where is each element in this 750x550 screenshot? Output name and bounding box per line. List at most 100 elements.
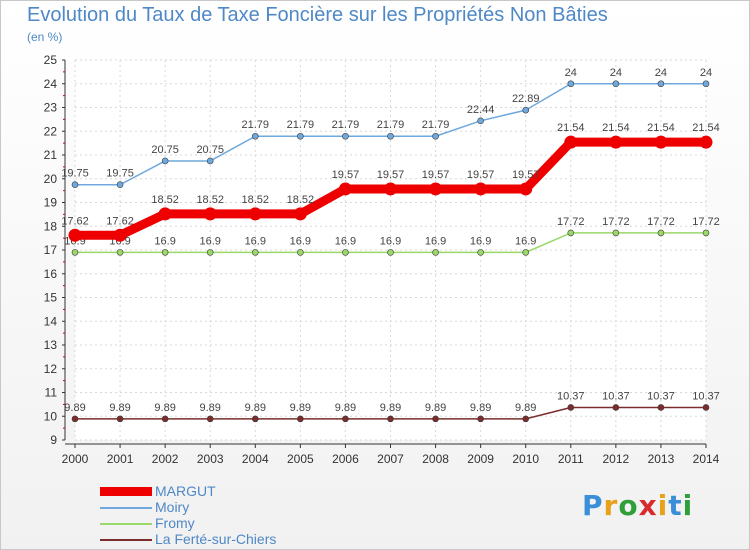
data-label-margut: 19.57 (332, 169, 360, 181)
data-point-fromy (206, 249, 214, 256)
data-point-la-ferte-sur-chiers (116, 415, 124, 423)
x-tick-label: 2009 (467, 452, 494, 466)
legend-swatch-moiry (100, 507, 152, 509)
data-point-fromy (71, 249, 79, 256)
x-tick-label: 2001 (107, 452, 134, 466)
data-label-fromy: 16.9 (290, 235, 311, 247)
series-moiry: 19.75 19.75 20.75 20.75 21.79 21.79 21.79 21.79… (61, 67, 712, 188)
y-tick-label: 9 (50, 433, 57, 447)
y-tick-label: 12 (44, 362, 58, 376)
y-tick-label: 23 (44, 101, 58, 115)
data-point-moiry (387, 132, 394, 140)
x-tick-label: 2006 (332, 452, 359, 466)
line-chart: 9 10 11 12 13 14 15 16 17 18 19 20 21 22 23 24 25 2000 200… (44, 53, 720, 466)
data-label-la-ferte-sur-chiers: 9.89 (470, 402, 491, 414)
data-point-margut (564, 135, 578, 149)
data-label-la-ferte-sur-chiers: 9.89 (200, 402, 221, 414)
unit-label: (en %) (27, 30, 63, 44)
data-point-fromy (567, 229, 575, 237)
logo-letter: o (618, 489, 639, 522)
x-tick-label: 2013 (648, 452, 675, 466)
y-tick-label: 15 (44, 291, 58, 305)
y-tick-label: 10 (44, 409, 58, 423)
data-label-moiry: 24 (565, 67, 577, 79)
data-point-fromy (387, 249, 394, 256)
x-tick-label: 2007 (377, 452, 404, 466)
data-label-margut: 19.57 (422, 169, 450, 181)
data-label-moiry: 24 (610, 67, 622, 79)
data-label-margut: 17.62 (106, 215, 134, 227)
x-tick-label: 2000 (62, 452, 89, 466)
data-point-moiry (161, 157, 169, 165)
data-label-moiry: 19.75 (106, 168, 134, 180)
data-point-margut (429, 182, 443, 196)
x-tick-label: 2008 (422, 452, 449, 466)
x-tick-label: 2002 (152, 452, 179, 466)
legend-swatch-margut (100, 487, 152, 496)
y-tick-label: 18 (44, 219, 58, 233)
data-point-la-ferte-sur-chiers (567, 404, 575, 411)
data-label-margut: 21.54 (692, 122, 720, 134)
data-label-moiry: 21.79 (377, 119, 405, 131)
data-point-la-ferte-sur-chiers (477, 415, 484, 423)
data-point-margut (113, 228, 127, 242)
legend-swatch-fromy (100, 523, 152, 525)
series-margut: 17.62 17.62 18.52 18.52 18.52 18.52 19.57 19.57… (61, 122, 720, 242)
x-tick-label: 2005 (287, 452, 314, 466)
data-label-moiry: 22.89 (512, 93, 540, 105)
data-label-la-ferte-sur-chiers: 10.37 (602, 390, 630, 402)
data-point-moiry (116, 181, 124, 188)
data-label-fromy: 16.9 (470, 235, 491, 247)
y-tick-label: 11 (45, 386, 58, 400)
y-tick-label: 16 (44, 267, 58, 281)
data-label-moiry: 19.75 (61, 168, 89, 180)
data-point-la-ferte-sur-chiers (522, 415, 530, 423)
data-label-fromy: 16.9 (380, 235, 401, 247)
data-label-fromy: 16.9 (515, 235, 536, 247)
x-tick-label: 2011 (558, 452, 584, 466)
data-point-moiry (251, 132, 259, 140)
data-label-margut: 19.57 (512, 169, 540, 181)
data-label-fromy: 17.72 (557, 216, 585, 228)
data-point-margut (384, 182, 397, 196)
chart-title: Evolution du Taux de Taxe Foncière sur l… (27, 4, 608, 26)
data-label-fromy: 17.72 (602, 216, 630, 228)
data-label-margut: 18.52 (287, 194, 315, 206)
data-point-moiry (702, 80, 710, 88)
data-label-fromy: 16.9 (245, 235, 266, 247)
y-tick-label: 20 (44, 172, 58, 186)
data-label-moiry: 20.75 (151, 144, 179, 156)
data-point-moiry (477, 117, 484, 125)
data-label-margut: 19.57 (467, 169, 495, 181)
data-point-margut (158, 207, 172, 221)
legend-swatch-la-ferte-sur-chiers (100, 539, 152, 541)
data-point-margut (338, 182, 352, 196)
logo-letter: x (638, 489, 658, 522)
data-label-moiry: 21.79 (332, 119, 360, 131)
x-tick-label: 2010 (512, 452, 539, 466)
y-tick-label: 21 (44, 148, 58, 162)
data-label-la-ferte-sur-chiers: 9.89 (380, 402, 401, 414)
data-point-la-ferte-sur-chiers (612, 404, 620, 411)
data-label-la-ferte-sur-chiers: 9.89 (290, 402, 311, 414)
data-label-fromy: 16.9 (154, 235, 175, 247)
y-tick-label: 22 (44, 124, 58, 138)
legend-label-margut: MARGUT (155, 483, 216, 499)
legend-label-la-ferte-sur-chiers: La Ferté-sur-Chiers (155, 531, 277, 547)
data-point-fromy (612, 229, 620, 237)
data-label-margut: 21.54 (647, 122, 675, 134)
data-label-moiry: 21.79 (242, 119, 270, 131)
y-tick-label: 14 (44, 314, 58, 328)
data-label-fromy: 17.72 (692, 216, 720, 228)
x-tick-label: 2012 (603, 452, 630, 466)
data-point-fromy (342, 249, 349, 256)
data-point-margut (474, 182, 488, 196)
data-point-moiry (567, 80, 575, 88)
data-point-moiry (71, 181, 79, 188)
data-label-moiry: 24 (700, 67, 712, 79)
data-point-margut (293, 207, 307, 221)
data-point-moiry (612, 80, 620, 88)
data-point-margut (248, 207, 262, 221)
data-label-moiry: 24 (655, 67, 667, 79)
data-point-fromy (116, 249, 124, 256)
